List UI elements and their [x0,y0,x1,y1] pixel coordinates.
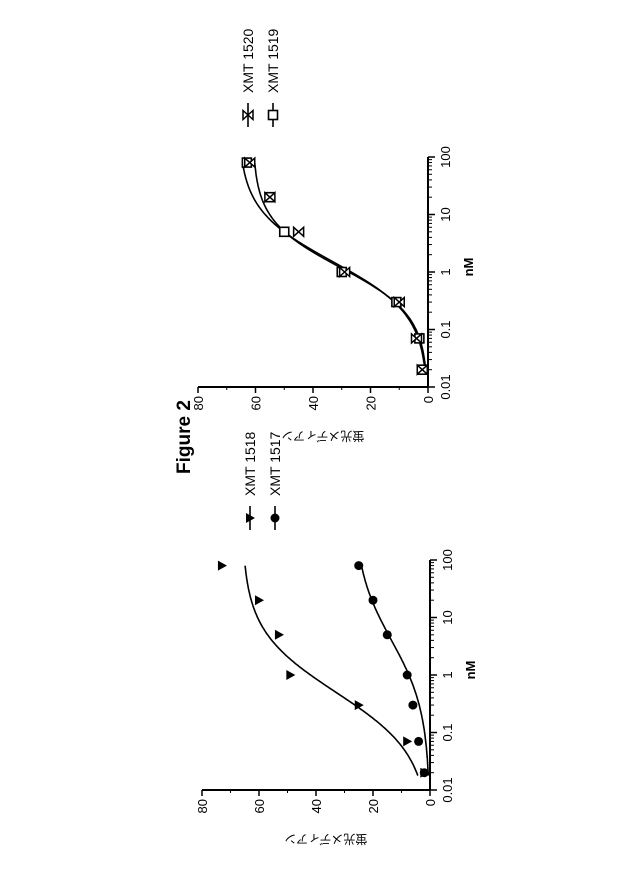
x-tick-label: 100 [438,146,453,168]
x-tick-label: 100 [440,549,455,571]
data-point-triangle [274,629,284,640]
chart-panel-2: 0.01 0.1 1 10 100 0 20 40 60 80 nM 蛍光メディアン XMT 1519 X… [191,28,476,444]
data-point-hourglass [338,265,351,279]
data-point-hourglass [264,191,276,204]
legend-item-2: XMT 1518 [242,431,258,530]
x-tick-label: 0.1 [438,320,453,338]
x-tick-label: 1 [438,268,453,275]
data-point-circle [382,630,392,640]
legend-label: XMT 1517 [267,431,283,496]
y-tick-label: 60 [252,799,267,813]
data-point-triangle [255,595,264,606]
data-point-hourglass [393,295,405,309]
y-tick-label: 80 [191,396,206,410]
y-tick-label: 0 [423,799,438,806]
data-point-circle [414,736,424,746]
data-point-triangle [354,700,364,711]
x-tick-label: 10 [438,207,453,221]
data-point-hourglass [410,332,423,345]
data-point-triangle [217,560,227,571]
x-tick-label: 0.1 [440,723,455,741]
y-tick-label: 20 [366,799,381,813]
x-tick-label: 0.01 [438,374,453,399]
legend-label: XMT 1518 [242,431,258,496]
legend-item-1: XMT 1517 [267,431,283,530]
legend-item-2: XMT 1520 [240,28,256,127]
x-axis-label: nM [461,258,476,277]
y-tick-label: 40 [306,396,321,410]
legend-marker-circle [270,513,280,523]
data-point-square [278,226,290,238]
data-point-circle [408,700,418,710]
data-point-hourglass [292,225,305,238]
legend-marker-hourglass [242,108,254,122]
y-tick-label: 20 [364,396,379,410]
figure-title: Figure 2 [174,400,195,474]
legend-item-1: XMT 1519 [265,28,281,127]
data-point-triangle [420,767,430,778]
y-axis-label: 蛍光メディアン [282,429,365,444]
data-point-triangle [403,736,413,747]
y-tick-label: 60 [249,396,264,410]
data-point-triangle [286,670,296,680]
x-axis-label: nM [463,661,478,680]
y-tick-label: 40 [309,799,324,813]
x-tick-label: 10 [440,610,455,624]
y-tick-label: 0 [421,396,436,403]
x-tick-label: 0.01 [440,777,455,802]
x-tick-label: 1 [440,671,455,678]
legend-label: XMT 1519 [265,28,281,93]
data-point-circle [354,561,364,571]
legend-marker-triangle [246,513,255,523]
data-point-circle [368,595,378,605]
fit-curve-2 [244,565,419,776]
legend-marker-square [267,109,279,121]
data-point-circle [402,670,412,680]
data-point-hourglass [416,363,428,376]
y-axis-label: 蛍光メディアン [285,832,368,847]
data-point-hourglass [244,156,256,169]
y-tick-label: 80 [195,799,210,813]
legend-label: XMT 1520 [240,28,256,93]
